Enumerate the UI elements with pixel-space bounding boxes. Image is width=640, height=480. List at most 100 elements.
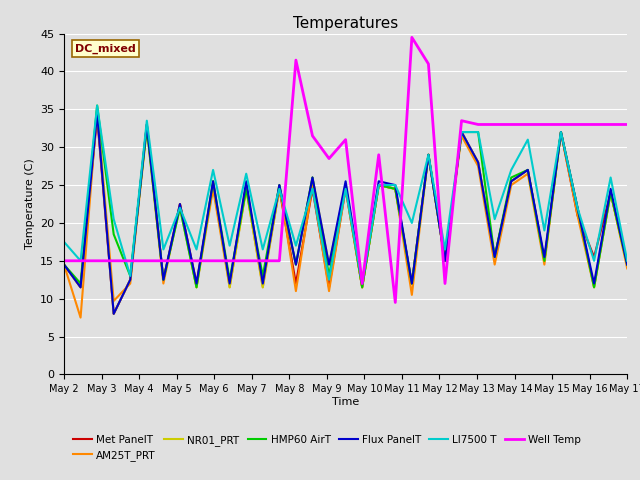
Met PanelT bbox=[143, 121, 150, 127]
Flux PanelT bbox=[458, 129, 465, 135]
HMP60 AirT bbox=[127, 273, 134, 279]
AM25T_PRT bbox=[193, 285, 200, 290]
Met PanelT bbox=[441, 258, 449, 264]
Line: HMP60 AirT: HMP60 AirT bbox=[64, 106, 627, 288]
AM25T_PRT bbox=[424, 152, 432, 157]
LI7500 T bbox=[590, 258, 598, 264]
AM25T_PRT bbox=[573, 213, 581, 218]
Flux PanelT bbox=[474, 159, 482, 165]
AM25T_PRT bbox=[491, 262, 499, 267]
HMP60 AirT bbox=[458, 129, 465, 135]
Met PanelT bbox=[408, 281, 416, 287]
Met PanelT bbox=[176, 201, 184, 207]
HMP60 AirT bbox=[209, 179, 217, 184]
NR01_PRT bbox=[458, 129, 465, 135]
AM25T_PRT bbox=[60, 262, 68, 267]
LI7500 T bbox=[110, 216, 118, 222]
Met PanelT bbox=[590, 254, 598, 260]
Met PanelT bbox=[209, 182, 217, 188]
HMP60 AirT bbox=[524, 167, 532, 173]
Well Temp bbox=[243, 258, 250, 264]
NR01_PRT bbox=[159, 277, 167, 283]
Y-axis label: Temperature (C): Temperature (C) bbox=[24, 158, 35, 250]
LI7500 T bbox=[623, 258, 631, 264]
Met PanelT bbox=[325, 285, 333, 290]
Flux PanelT bbox=[375, 179, 383, 184]
Met PanelT bbox=[308, 186, 316, 192]
Well Temp bbox=[127, 258, 134, 264]
Met PanelT bbox=[193, 281, 200, 287]
Flux PanelT bbox=[143, 121, 150, 127]
Flux PanelT bbox=[573, 205, 581, 211]
LI7500 T bbox=[259, 247, 267, 252]
NR01_PRT bbox=[226, 285, 234, 290]
Well Temp bbox=[607, 121, 614, 127]
Well Temp bbox=[541, 121, 548, 127]
Met PanelT bbox=[292, 281, 300, 287]
HMP60 AirT bbox=[508, 175, 515, 180]
HMP60 AirT bbox=[541, 258, 548, 264]
AM25T_PRT bbox=[474, 163, 482, 169]
NR01_PRT bbox=[557, 129, 564, 135]
HMP60 AirT bbox=[176, 205, 184, 211]
Line: Met PanelT: Met PanelT bbox=[64, 117, 627, 314]
LI7500 T bbox=[176, 205, 184, 211]
Well Temp bbox=[209, 258, 217, 264]
Well Temp bbox=[292, 57, 300, 63]
Flux PanelT bbox=[77, 285, 84, 290]
LI7500 T bbox=[458, 129, 465, 135]
Flux PanelT bbox=[176, 201, 184, 207]
NR01_PRT bbox=[176, 205, 184, 211]
Flux PanelT bbox=[193, 281, 200, 287]
NR01_PRT bbox=[93, 107, 101, 112]
Well Temp bbox=[110, 258, 118, 264]
LI7500 T bbox=[308, 186, 316, 192]
Flux PanelT bbox=[209, 179, 217, 184]
LI7500 T bbox=[541, 228, 548, 233]
Flux PanelT bbox=[557, 129, 564, 135]
Met PanelT bbox=[275, 186, 283, 192]
Flux PanelT bbox=[308, 175, 316, 180]
AM25T_PRT bbox=[143, 125, 150, 131]
NR01_PRT bbox=[193, 285, 200, 290]
Met PanelT bbox=[226, 281, 234, 287]
HMP60 AirT bbox=[143, 125, 150, 131]
NR01_PRT bbox=[77, 285, 84, 290]
Well Temp bbox=[308, 133, 316, 139]
Flux PanelT bbox=[491, 254, 499, 260]
Met PanelT bbox=[458, 129, 465, 135]
Flux PanelT bbox=[508, 179, 515, 184]
Well Temp bbox=[491, 121, 499, 127]
Well Temp bbox=[458, 118, 465, 123]
AM25T_PRT bbox=[159, 281, 167, 287]
LI7500 T bbox=[159, 247, 167, 252]
Flux PanelT bbox=[259, 281, 267, 287]
Met PanelT bbox=[541, 258, 548, 264]
HMP60 AirT bbox=[557, 129, 564, 135]
LI7500 T bbox=[292, 243, 300, 249]
Line: LI7500 T: LI7500 T bbox=[64, 106, 627, 284]
HMP60 AirT bbox=[590, 285, 598, 290]
Well Temp bbox=[573, 121, 581, 127]
LI7500 T bbox=[508, 167, 515, 173]
AM25T_PRT bbox=[623, 265, 631, 271]
HMP60 AirT bbox=[275, 182, 283, 188]
HMP60 AirT bbox=[159, 277, 167, 283]
Flux PanelT bbox=[292, 262, 300, 267]
Flux PanelT bbox=[60, 262, 68, 267]
Well Temp bbox=[358, 281, 366, 287]
Met PanelT bbox=[259, 281, 267, 287]
AM25T_PRT bbox=[226, 285, 234, 290]
Met PanelT bbox=[342, 186, 349, 192]
Well Temp bbox=[259, 258, 267, 264]
HMP60 AirT bbox=[93, 103, 101, 108]
Flux PanelT bbox=[159, 277, 167, 283]
Flux PanelT bbox=[441, 258, 449, 264]
LI7500 T bbox=[491, 216, 499, 222]
NR01_PRT bbox=[358, 285, 366, 290]
HMP60 AirT bbox=[408, 281, 416, 287]
Met PanelT bbox=[557, 129, 564, 135]
Flux PanelT bbox=[110, 311, 118, 317]
AM25T_PRT bbox=[408, 292, 416, 298]
Text: DC_mixed: DC_mixed bbox=[76, 44, 136, 54]
